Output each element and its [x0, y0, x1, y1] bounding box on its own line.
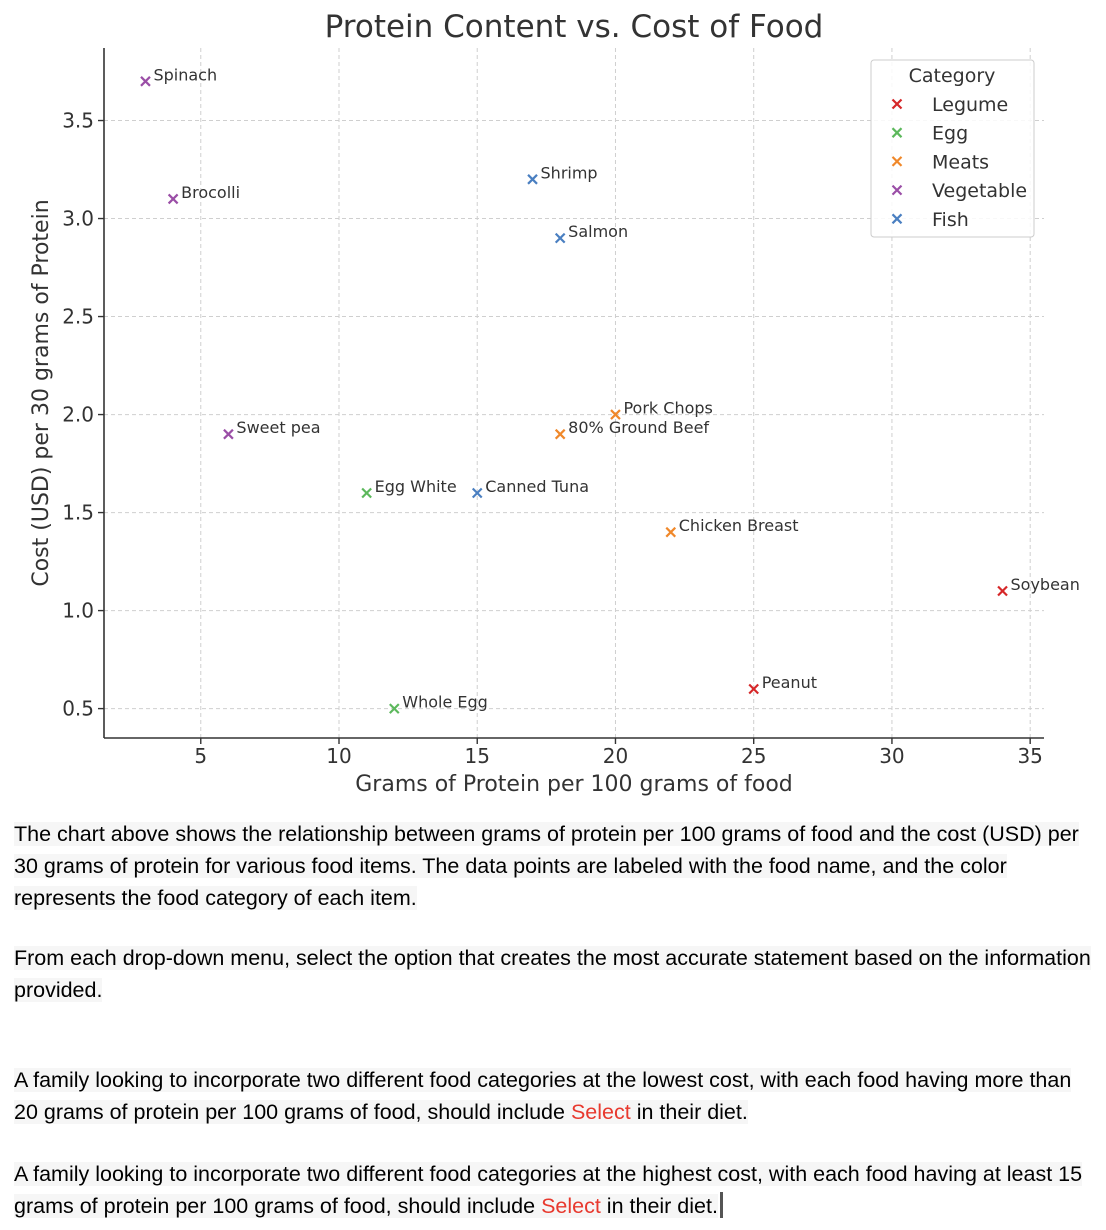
legend-entry-label: Egg	[932, 123, 968, 145]
x-tick-label: 15	[465, 744, 490, 768]
question-1-text-after: in their diet.	[630, 1100, 748, 1124]
legend-marker	[891, 98, 903, 110]
x-axis-label: Grams of Protein per 100 grams of food	[355, 772, 793, 797]
scatter-chart: 5 10 15 20 25 30 35 0.5 1.0 1.5 2.0 2.5 3.0 3.5 Spina…	[29, 9, 1080, 797]
question-2-text-after: in their diet.	[600, 1194, 718, 1218]
data-point-marker	[471, 487, 483, 499]
data-point-marker	[665, 526, 677, 538]
question-1-text-before: A family looking to incorporate two diff…	[14, 1068, 1072, 1124]
x-tick-label: 20	[603, 744, 628, 768]
data-point-marker	[361, 487, 372, 499]
question-1-dropdown[interactable]: Select	[570, 1100, 631, 1124]
data-point-label: Shrimp	[541, 163, 598, 182]
y-tick-label: 0.5	[62, 697, 94, 721]
data-point-label: Brocolli	[181, 183, 240, 202]
data-point-label: Pork Chops	[623, 399, 712, 418]
data-point-label: Spinach	[153, 65, 217, 84]
data-point-marker	[610, 409, 621, 420]
chart-description-text: The chart above shows the relationship b…	[14, 822, 1079, 910]
data-point-marker	[554, 428, 566, 440]
instructions: From each drop-down menu, select the opt…	[14, 942, 1096, 1006]
x-tick-label: 5	[194, 744, 207, 768]
legend-marker	[891, 127, 903, 138]
legend-title: Category	[909, 65, 996, 87]
question-2: A family looking to incorporate two diff…	[14, 1158, 1096, 1222]
chart-description: The chart above shows the relationship b…	[14, 818, 1096, 914]
data-point-label: Chicken Breast	[679, 516, 799, 535]
y-tick-label: 2.0	[62, 403, 94, 427]
ticks: 5 10 15 20 25 30 35 0.5 1.0 1.5 2.0 2.5 3.0 3.5	[62, 109, 1043, 768]
legend-entry-label: Legume	[932, 94, 1008, 116]
data-point-label: 80% Ground Beef	[568, 418, 709, 437]
y-tick-label: 1.5	[62, 501, 94, 525]
legend-entry-label: Vegetable	[932, 180, 1027, 202]
y-axis-label: Cost (USD) per 30 grams of Protein	[29, 199, 54, 586]
x-tick-label: 25	[741, 744, 766, 768]
x-tick-label: 35	[1017, 744, 1042, 768]
text-cursor	[719, 1192, 723, 1218]
data-point-marker	[167, 193, 179, 205]
data-point-label: Canned Tuna	[485, 477, 589, 496]
y-tick-label: 3.5	[62, 109, 94, 133]
data-point-marker	[554, 232, 566, 244]
x-tick-label: 30	[879, 744, 904, 768]
y-tick-label: 3.0	[62, 207, 94, 231]
data-points: Spinach Brocolli Sweet pea Egg White Whole E…	[140, 65, 1080, 714]
data-point-marker	[997, 585, 1008, 597]
data-point-label: Peanut	[762, 673, 817, 692]
legend: Category Legume Egg Meats Vegetable Fish	[870, 59, 1035, 238]
data-point-marker	[527, 174, 538, 185]
legend-marker	[891, 184, 903, 196]
data-point-label: Egg White	[375, 477, 457, 496]
data-point-label: Salmon	[568, 222, 628, 241]
data-point-label: Soybean	[1011, 575, 1080, 594]
y-tick-label: 1.0	[62, 599, 94, 623]
y-tick-label: 2.5	[62, 305, 94, 329]
legend-entry-label: Fish	[932, 209, 969, 231]
data-point-marker	[389, 703, 400, 714]
data-point-marker	[223, 428, 234, 440]
question-1: A family looking to incorporate two diff…	[14, 1064, 1096, 1128]
legend-box	[870, 59, 1035, 238]
instructions-text: From each drop-down menu, select the opt…	[14, 946, 1091, 1002]
chart-title: Protein Content vs. Cost of Food	[325, 9, 824, 45]
x-tick-label: 10	[326, 744, 351, 768]
axes	[103, 48, 1044, 739]
legend-marker	[891, 213, 903, 225]
data-point-marker	[748, 683, 759, 695]
legend-entry-label: Meats	[932, 151, 989, 173]
data-point-label: Whole Egg	[402, 693, 488, 712]
data-point-label: Sweet pea	[236, 418, 320, 437]
data-point-marker	[140, 76, 151, 87]
question-2-dropdown[interactable]: Select	[541, 1194, 601, 1218]
legend-marker	[891, 156, 903, 167]
